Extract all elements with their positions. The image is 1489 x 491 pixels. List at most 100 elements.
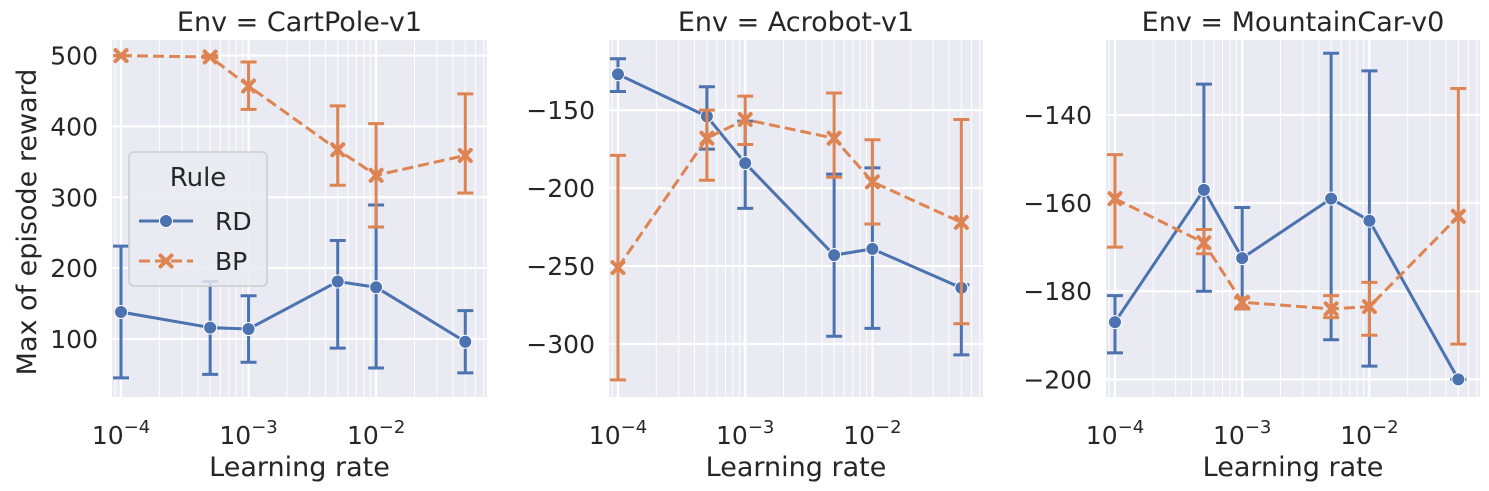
marker-stroke	[330, 142, 346, 158]
data-point	[827, 248, 842, 263]
series-rd	[1106, 51, 1467, 387]
legend-entry-bp: BP	[139, 247, 247, 276]
legend-entry-rd: RD	[139, 207, 252, 236]
y-tick-label: 300	[50, 183, 98, 212]
x-tick-base: 10	[1340, 421, 1372, 450]
data-point	[1107, 191, 1123, 207]
legend: Rule RD BP	[128, 151, 268, 287]
marker-stroke	[158, 253, 174, 269]
marker-stroke	[1450, 208, 1466, 224]
x-tick-exponent: −2	[379, 417, 406, 438]
marker-stroke	[826, 130, 842, 146]
x-tick-base: 10	[843, 421, 875, 450]
data-point	[330, 142, 346, 158]
x-tick-label: 10−3	[1213, 417, 1271, 450]
x-tick-base: 10	[1213, 421, 1245, 450]
data-point	[114, 305, 129, 319]
x-tick-base: 10	[347, 421, 379, 450]
y-tick-label: 400	[50, 112, 98, 141]
data-point	[203, 320, 218, 335]
x-tick-exponent: −3	[748, 417, 775, 438]
series-line	[120, 54, 466, 177]
x-tick-exponent: −2	[875, 417, 902, 438]
y-axis-label: Max of episode reward	[12, 69, 43, 376]
marker-stroke	[1323, 301, 1339, 317]
data-point	[1450, 208, 1466, 224]
x-tick-exponent: −3	[251, 417, 278, 438]
y-tick-label: 100	[50, 325, 98, 354]
x-tick-label: 10−4	[92, 417, 150, 450]
x-tick-exponent: −2	[1372, 417, 1399, 438]
x-tick-label: 10−2	[1340, 417, 1398, 450]
chart-title: Env = MountainCar-v0	[1142, 7, 1445, 38]
data-point	[458, 334, 473, 349]
chart-title: Env = CartPole-v1	[177, 7, 422, 38]
data-point	[1235, 251, 1250, 266]
legend-title: Rule	[170, 163, 227, 193]
data-point	[826, 130, 842, 146]
panel-2: Env = MountainCar-v0−200−180−160−14010−4…	[1023, 7, 1480, 483]
x-tick-exponent: −4	[124, 417, 151, 438]
marker-stroke	[610, 260, 626, 276]
data-point	[1323, 301, 1339, 317]
x-tick-base: 10	[219, 421, 251, 450]
y-tick-label: −200	[1023, 365, 1092, 394]
x-tick-label: 10−2	[347, 417, 405, 450]
data-point	[610, 260, 626, 276]
marker-stroke	[202, 49, 218, 65]
marker-stroke	[953, 214, 969, 230]
series-rd	[113, 203, 474, 380]
x-tick-exponent: −4	[1118, 417, 1145, 438]
data-point	[113, 48, 129, 64]
series-bp	[609, 91, 970, 382]
data-point	[865, 241, 880, 256]
marker-stroke	[699, 130, 715, 146]
data-point	[330, 274, 345, 289]
series-line	[1113, 188, 1460, 381]
marker-stroke	[864, 174, 880, 190]
data-point	[369, 280, 384, 295]
data-point	[457, 147, 473, 163]
data-point	[953, 214, 969, 230]
x-tick-label: 10−4	[1086, 417, 1144, 450]
x-axis-label: Learning rate	[706, 452, 887, 483]
marker-stroke	[1234, 294, 1250, 310]
y-tick-label: 200	[50, 254, 98, 283]
y-tick-label: −250	[526, 252, 595, 281]
data-point	[738, 156, 753, 171]
x-tick-label: 10−2	[843, 417, 901, 450]
x-tick-label: 10−3	[219, 417, 277, 450]
marker-stroke	[368, 167, 384, 183]
legend-marker	[158, 253, 174, 269]
series-bp	[113, 48, 474, 229]
data-point	[1362, 213, 1377, 228]
y-tick-label: −180	[1023, 277, 1092, 306]
plot-area	[1106, 40, 1480, 397]
series-bp	[1106, 86, 1467, 346]
chart-title: Env = Acrobot-v1	[678, 7, 914, 38]
data-point	[1234, 294, 1250, 310]
y-tick-label: −140	[1023, 101, 1092, 130]
y-tick-label: −300	[526, 330, 595, 359]
data-point	[241, 322, 256, 336]
x-tick-base: 10	[92, 421, 124, 450]
data-point	[610, 67, 625, 82]
x-axis-label: Learning rate	[209, 452, 390, 483]
y-tick-label: −160	[1023, 189, 1092, 218]
x-tick-base: 10	[1086, 421, 1118, 450]
series-line	[616, 118, 962, 269]
series-line	[617, 72, 962, 290]
series-line	[120, 280, 467, 344]
marker-stroke	[241, 78, 257, 94]
data-point	[1361, 299, 1377, 315]
data-point	[1107, 315, 1122, 330]
data-point	[1196, 182, 1211, 197]
x-tick-exponent: −4	[621, 417, 648, 438]
x-tick-label: 10−4	[589, 417, 647, 450]
marker-stroke	[737, 112, 753, 128]
data-point	[1196, 235, 1212, 251]
data-point	[241, 78, 257, 94]
